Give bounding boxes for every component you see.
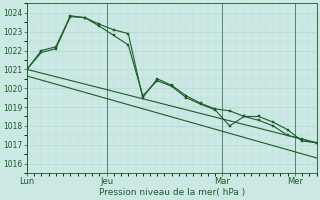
X-axis label: Pression niveau de la mer( hPa ): Pression niveau de la mer( hPa ): [99, 188, 245, 197]
